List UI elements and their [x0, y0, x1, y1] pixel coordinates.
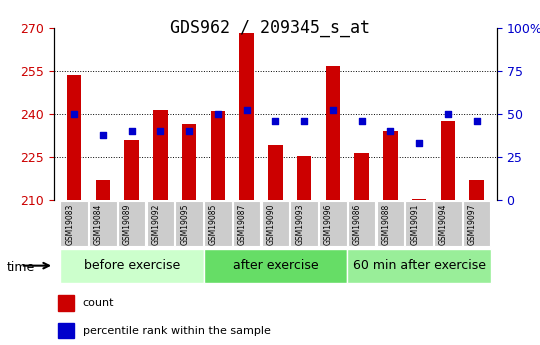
- Bar: [469, 180, 484, 200]
- Point: [127, 128, 136, 134]
- Text: GSM19089: GSM19089: [123, 203, 132, 245]
- FancyBboxPatch shape: [347, 248, 491, 283]
- Bar: [182, 124, 197, 200]
- FancyBboxPatch shape: [204, 248, 347, 283]
- FancyBboxPatch shape: [463, 201, 490, 246]
- Point: [386, 128, 395, 134]
- FancyBboxPatch shape: [233, 201, 260, 246]
- FancyBboxPatch shape: [261, 201, 289, 246]
- FancyBboxPatch shape: [406, 201, 433, 246]
- Point: [99, 132, 107, 137]
- FancyBboxPatch shape: [291, 201, 318, 246]
- FancyBboxPatch shape: [434, 201, 462, 246]
- Text: count: count: [83, 298, 114, 308]
- Text: GSM19088: GSM19088: [381, 203, 390, 245]
- Text: GSM19091: GSM19091: [410, 203, 419, 245]
- FancyBboxPatch shape: [60, 248, 204, 283]
- Point: [156, 128, 165, 134]
- Point: [214, 111, 222, 117]
- Text: GSM19084: GSM19084: [94, 203, 103, 245]
- Point: [271, 118, 280, 124]
- Bar: [58, 295, 74, 311]
- Bar: [124, 140, 139, 200]
- Bar: [58, 323, 74, 338]
- Text: GSM19090: GSM19090: [266, 203, 275, 245]
- FancyBboxPatch shape: [60, 201, 88, 246]
- Text: before exercise: before exercise: [84, 259, 180, 272]
- Bar: [441, 121, 455, 200]
- Text: GSM19096: GSM19096: [324, 203, 333, 245]
- Bar: [239, 33, 254, 200]
- Point: [443, 111, 452, 117]
- Text: GSM19094: GSM19094: [439, 203, 448, 245]
- Point: [70, 111, 78, 117]
- Text: GSM19085: GSM19085: [209, 203, 218, 245]
- Text: GSM19095: GSM19095: [180, 203, 189, 245]
- Bar: [153, 110, 167, 200]
- Text: GSM19087: GSM19087: [238, 203, 247, 245]
- FancyBboxPatch shape: [118, 201, 145, 246]
- FancyBboxPatch shape: [146, 201, 174, 246]
- Text: 60 min after exercise: 60 min after exercise: [353, 259, 485, 272]
- Bar: [268, 146, 282, 200]
- Text: time: time: [6, 261, 35, 274]
- Bar: [326, 66, 340, 200]
- FancyBboxPatch shape: [89, 201, 117, 246]
- Text: GSM19093: GSM19093: [295, 203, 304, 245]
- Text: after exercise: after exercise: [233, 259, 318, 272]
- Text: GSM19083: GSM19083: [65, 203, 74, 245]
- FancyBboxPatch shape: [348, 201, 375, 246]
- Point: [185, 128, 193, 134]
- Text: GSM19097: GSM19097: [468, 203, 477, 245]
- Point: [357, 118, 366, 124]
- Bar: [67, 75, 82, 200]
- Bar: [211, 111, 225, 200]
- Point: [472, 118, 481, 124]
- FancyBboxPatch shape: [176, 201, 203, 246]
- Text: GSM19092: GSM19092: [151, 203, 160, 245]
- Point: [300, 118, 308, 124]
- Point: [328, 108, 337, 113]
- Bar: [354, 152, 369, 200]
- Bar: [297, 156, 312, 200]
- FancyBboxPatch shape: [319, 201, 347, 246]
- Text: GDS962 / 209345_s_at: GDS962 / 209345_s_at: [170, 19, 370, 37]
- FancyBboxPatch shape: [376, 201, 404, 246]
- FancyBboxPatch shape: [204, 201, 232, 246]
- Point: [415, 140, 423, 146]
- Bar: [96, 180, 110, 200]
- Text: GSM19086: GSM19086: [353, 203, 362, 245]
- Text: percentile rank within the sample: percentile rank within the sample: [83, 326, 271, 336]
- Bar: [383, 131, 397, 200]
- Bar: [412, 199, 427, 200]
- Point: [242, 108, 251, 113]
